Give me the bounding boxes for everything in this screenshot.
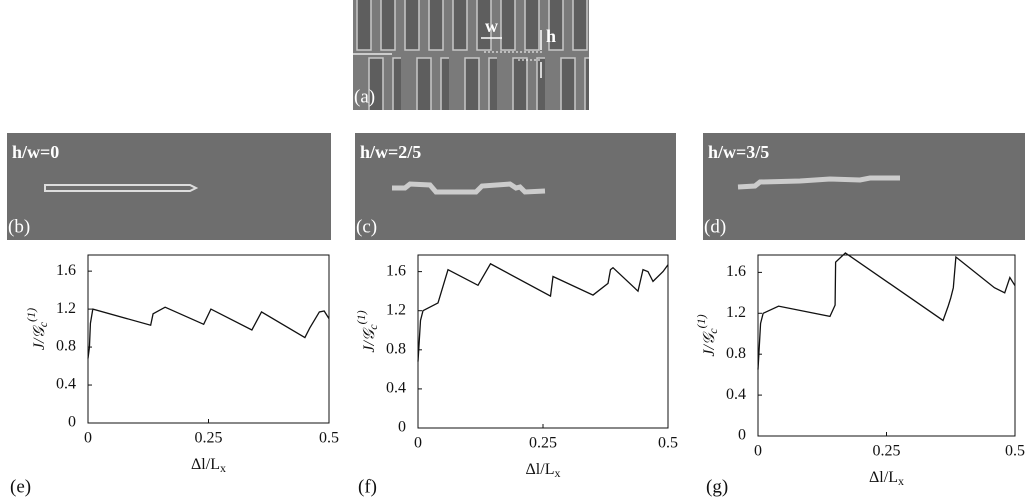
x-tick-label: 0.25 (195, 430, 223, 447)
panel-b: h/w=0 (b) (7, 133, 331, 240)
y-tick-label: 0.8 (56, 338, 76, 355)
data-line (417, 262, 669, 362)
micrograph (353, 0, 589, 110)
y-tick-label: 1.2 (726, 304, 746, 321)
y-label-sub: c (706, 328, 720, 334)
x-tick-label: 0.5 (658, 435, 678, 452)
y-tick-label: 1.2 (56, 300, 76, 317)
panel-label: (g) (706, 476, 728, 497)
y-label-sup: (1) (24, 308, 38, 322)
y-axis-label: J/𝒢c(1) (694, 314, 720, 356)
y-label-main: J/𝒢 (701, 331, 718, 357)
panel-label: (e) (10, 476, 31, 497)
y-tick-label: 0.4 (726, 386, 746, 403)
crack (392, 181, 546, 195)
chart: 0 0.4 0.8 1.2 1.6 0 0.25 0.5 Δl/Lx J/𝒢c(1) (g) (694, 252, 1025, 497)
y-tick-label: 0 (738, 427, 746, 444)
y-tick-label: 0 (398, 419, 406, 436)
panel-title: h/w=3/5 (708, 142, 769, 162)
y-label-main: J/𝒢 (31, 325, 48, 351)
panel-label: (b) (8, 216, 30, 237)
x-tick-label: 0.25 (529, 435, 557, 452)
panel-title: h/w=2/5 (360, 142, 421, 162)
panel-label: (c) (356, 216, 377, 237)
x-label-sub: x (554, 466, 560, 480)
panel-label: (a) (354, 86, 375, 107)
x-tick-label: 0.25 (873, 443, 901, 460)
panel-c: h/w=2/5 (c) (355, 133, 676, 240)
plot-frame (417, 254, 669, 429)
simulation (7, 133, 331, 240)
panel-title: h/w=0 (12, 142, 59, 162)
x-tick-label: 0 (84, 430, 92, 447)
x-axis-label: Δl/Lx (191, 456, 226, 475)
x-tick-label: 0.5 (1005, 443, 1025, 460)
y-tick-label: 0.8 (726, 345, 746, 362)
x-label-main: Δl/L (869, 469, 898, 486)
crack (44, 184, 199, 192)
y-axis-label: J/𝒢c(1) (24, 308, 50, 350)
panel-d: h/w=3/5 (d) (703, 133, 1025, 240)
w-label: w (485, 16, 498, 36)
y-tick-label: 0 (68, 414, 76, 431)
x-axis-label: Δl/Lx (869, 469, 904, 488)
x-label-sub: x (220, 461, 226, 475)
x-tick-label: 0 (754, 443, 762, 460)
x-label-main: Δl/L (526, 461, 555, 478)
y-tick-label: 0.4 (56, 376, 76, 393)
chart: 0 0.4 0.8 1.2 1.6 0 0.25 0.5 Δl/Lx J/𝒢c(1) (f) (354, 254, 678, 497)
x-tick-label: 0.5 (319, 430, 339, 447)
y-tick-label: 1.6 (726, 263, 746, 280)
panel-label: (f) (358, 476, 377, 497)
y-tick-label: 0.4 (386, 380, 406, 397)
y-label-sub: c (366, 324, 380, 330)
x-label-sub: x (898, 474, 904, 488)
y-label-main: J/𝒢 (361, 327, 378, 353)
y-label-sup: (1) (694, 314, 708, 328)
y-tick-label: 0.8 (386, 340, 406, 357)
data-line (757, 252, 1016, 370)
h-label: h (546, 26, 556, 46)
y-label-sub: c (36, 321, 50, 327)
chart: 0 0.4 0.8 1.2 1.6 0 0.25 0.5 Δl/Lx J/𝒢c(1) (e) (10, 254, 339, 497)
y-tick-label: 1.6 (386, 262, 406, 279)
y-label-sup: (1) (354, 310, 368, 324)
x-label-main: Δl/L (191, 456, 220, 473)
x-axis-label: Δl/Lx (526, 461, 561, 480)
y-tick-label: 1.6 (56, 262, 76, 279)
plot-frame (87, 254, 330, 424)
y-axis-label: J/𝒢c(1) (354, 310, 380, 352)
x-tick-label: 0 (414, 435, 422, 452)
crack (737, 175, 900, 190)
panel-a: w h (a) (353, 0, 589, 110)
y-tick-label: 1.2 (386, 301, 406, 318)
panel-label: (d) (704, 216, 726, 237)
data-line (87, 306, 330, 359)
